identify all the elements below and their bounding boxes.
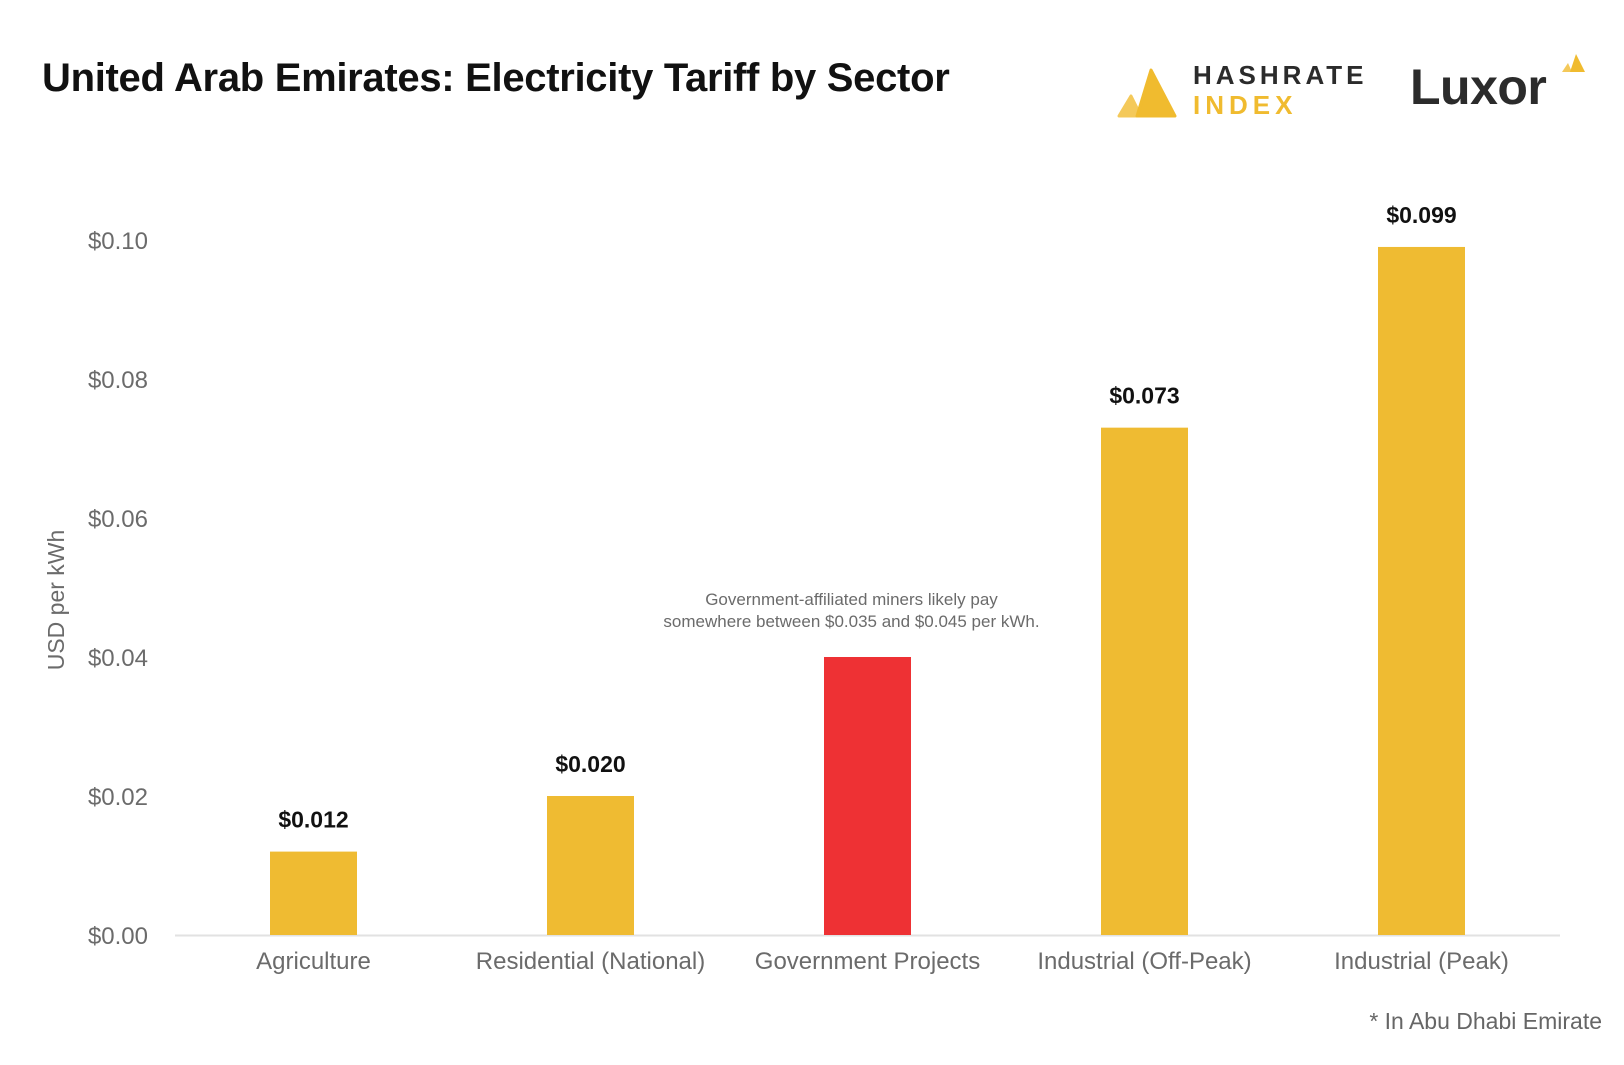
luxor-logo-word: Luxor — [1410, 59, 1547, 115]
x-tick-label: Industrial (Off-Peak) — [1037, 948, 1251, 975]
y-tick-label: $0.06 — [88, 506, 148, 533]
y-tick-label: $0.02 — [88, 784, 148, 811]
data-label: $0.020 — [555, 751, 625, 777]
bar — [824, 657, 911, 935]
bar — [1101, 427, 1188, 935]
y-axis: $0.00 $0.02 $0.04 $0.06 $0.08 $0.10 — [88, 228, 148, 950]
hashrate-logo-word-1: HASHRATE — [1193, 60, 1368, 90]
y-tick-label: $0.00 — [88, 923, 148, 950]
hashrate-index-logo-icon — [1117, 68, 1177, 118]
bar — [270, 851, 357, 935]
x-tick-label: Industrial (Peak) — [1334, 948, 1509, 975]
annotation-line: Government-affiliated miners likely pay — [705, 590, 998, 609]
bar — [547, 796, 634, 935]
annotation-line: somewhere between $0.035 and $0.045 per … — [663, 612, 1039, 631]
data-label: $0.073 — [1109, 383, 1179, 409]
y-tick-label: $0.04 — [88, 645, 148, 672]
chart-title: United Arab Emirates: Electricity Tariff… — [42, 56, 950, 100]
x-tick-label: Residential (National) — [476, 948, 705, 975]
y-axis-label: USD per kWh — [43, 530, 69, 671]
bar — [1378, 246, 1465, 935]
annotation: Government-affiliated miners likely pay s… — [663, 590, 1039, 631]
luxor-logo: Luxor — [1410, 50, 1590, 120]
x-axis: Agriculture Residential (National) Governm… — [256, 948, 1509, 975]
y-tick-label: $0.10 — [88, 228, 148, 255]
footnote: * In Abu Dhabi Emirate — [1369, 1008, 1602, 1034]
x-tick-label: Agriculture — [256, 948, 371, 975]
hashrate-index-logo: HASHRATE INDEX — [1115, 58, 1364, 128]
x-tick-label: Government Projects — [755, 948, 980, 975]
luxor-logo-icon — [1562, 54, 1585, 72]
data-label: $0.099 — [1386, 202, 1456, 228]
bars: $0.012 $0.020 $0.073 $0.099 — [270, 202, 1465, 935]
y-tick-label: $0.08 — [88, 367, 148, 394]
data-label: $0.012 — [278, 807, 348, 833]
hashrate-logo-word-2: INDEX — [1193, 90, 1298, 120]
